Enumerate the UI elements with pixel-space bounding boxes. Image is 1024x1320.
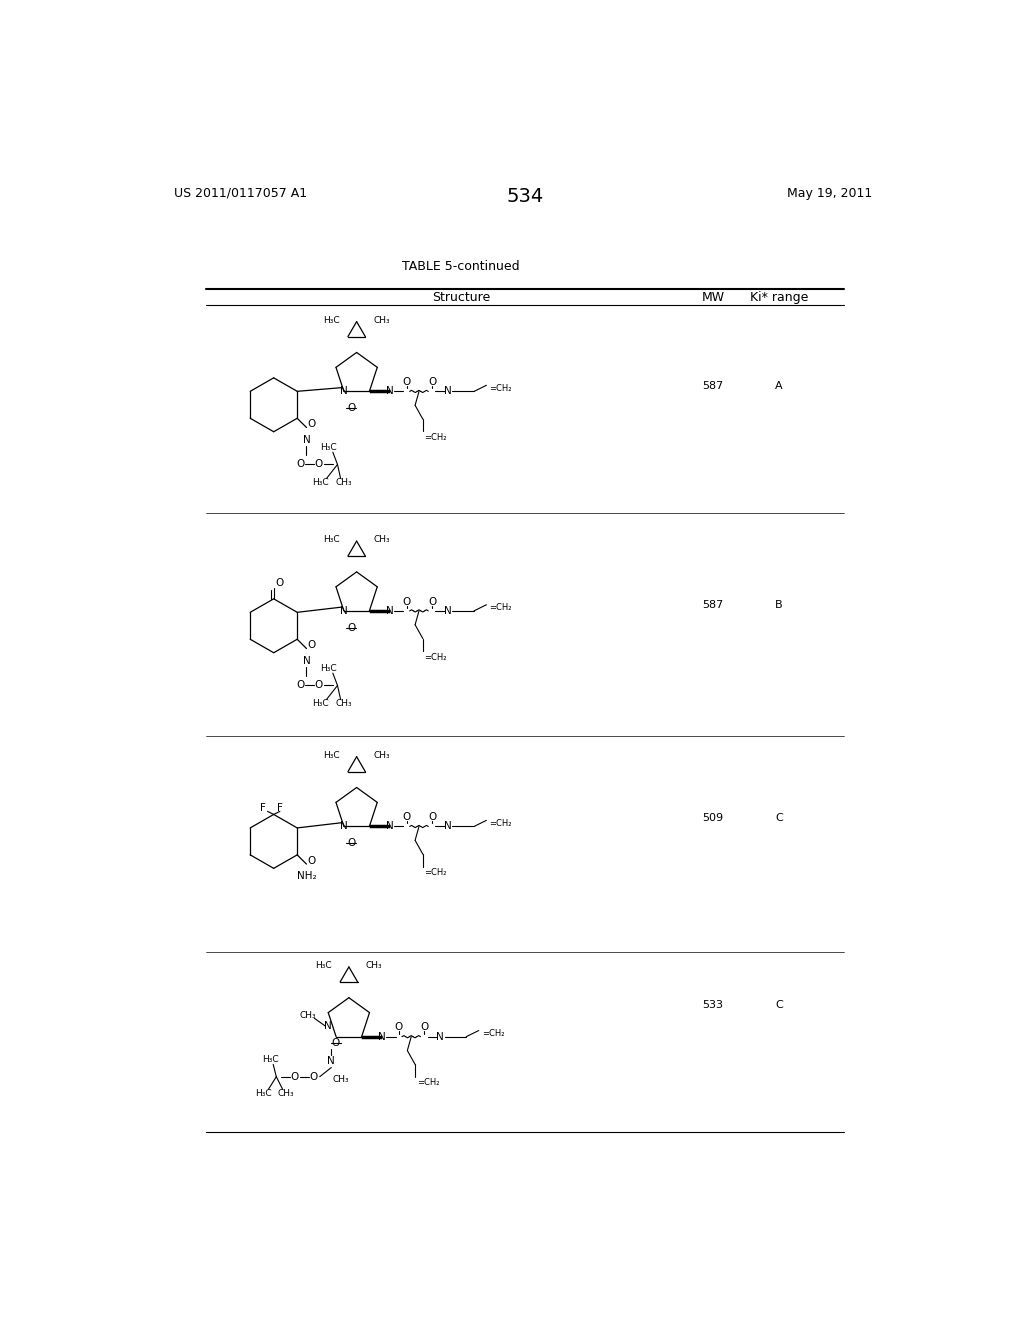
Text: O: O <box>347 404 355 413</box>
Text: H₃C: H₃C <box>315 961 332 970</box>
Text: N: N <box>443 606 452 616</box>
Text: O: O <box>307 857 315 866</box>
Text: N: N <box>340 821 348 832</box>
Text: N: N <box>340 606 348 616</box>
Text: H₃C: H₃C <box>319 444 337 451</box>
Text: N: N <box>386 606 393 616</box>
Text: =CH₂: =CH₂ <box>424 652 446 661</box>
Text: N: N <box>443 387 452 396</box>
Text: F: F <box>276 804 283 813</box>
Text: Structure: Structure <box>432 290 490 304</box>
Text: N: N <box>340 387 348 396</box>
Text: O: O <box>347 623 355 632</box>
Text: N: N <box>325 1020 332 1031</box>
Text: CH₃: CH₃ <box>374 535 390 544</box>
Text: =CH₂: =CH₂ <box>489 818 512 828</box>
Text: US 2011/0117057 A1: US 2011/0117057 A1 <box>174 186 307 199</box>
Text: N: N <box>303 434 310 445</box>
Text: 533: 533 <box>702 1001 724 1010</box>
Text: O: O <box>307 640 315 651</box>
Text: O: O <box>296 681 304 690</box>
Text: =CH₂: =CH₂ <box>489 384 512 393</box>
Text: N: N <box>436 1032 443 1041</box>
Text: 509: 509 <box>702 813 724 824</box>
Text: =CH₂: =CH₂ <box>424 433 446 442</box>
Text: H₃C: H₃C <box>312 700 329 709</box>
Text: CH₃: CH₃ <box>374 751 390 759</box>
Text: CH₃: CH₃ <box>374 315 390 325</box>
Text: May 19, 2011: May 19, 2011 <box>786 186 872 199</box>
Text: H₃C: H₃C <box>256 1089 272 1098</box>
Text: O: O <box>420 1023 428 1032</box>
Text: H₃C: H₃C <box>323 315 340 325</box>
Text: O: O <box>402 378 411 387</box>
Text: =CH₂: =CH₂ <box>424 869 446 878</box>
Text: TABLE 5-continued: TABLE 5-continued <box>402 260 520 273</box>
Text: N: N <box>443 821 452 832</box>
Text: O: O <box>428 597 436 607</box>
Text: O: O <box>394 1023 403 1032</box>
Text: MW: MW <box>701 290 725 304</box>
Text: C: C <box>775 813 783 824</box>
Text: O: O <box>428 812 436 822</box>
Text: O: O <box>428 378 436 387</box>
Text: CH₃: CH₃ <box>336 700 352 709</box>
Text: 534: 534 <box>506 187 544 206</box>
Text: =CH₂: =CH₂ <box>417 1078 439 1088</box>
Text: CH₃: CH₃ <box>336 478 352 487</box>
Text: O: O <box>291 1072 299 1082</box>
Text: F: F <box>260 804 266 813</box>
Text: N: N <box>328 1056 335 1067</box>
Text: CH₃: CH₃ <box>278 1089 294 1098</box>
Text: H₃C: H₃C <box>262 1055 279 1064</box>
Text: N: N <box>303 656 310 665</box>
Text: O: O <box>347 838 355 849</box>
Text: H₃C: H₃C <box>323 535 340 544</box>
Text: N: N <box>386 387 393 396</box>
Text: O: O <box>307 420 315 429</box>
Text: O: O <box>296 459 304 470</box>
Text: 587: 587 <box>702 380 724 391</box>
Text: CH₃: CH₃ <box>300 1011 316 1019</box>
Text: H₃C: H₃C <box>319 664 337 673</box>
Text: O: O <box>309 1072 317 1082</box>
Text: O: O <box>275 578 284 589</box>
Text: =CH₂: =CH₂ <box>481 1030 504 1038</box>
Text: A: A <box>775 380 782 391</box>
Text: C: C <box>775 1001 783 1010</box>
Text: O: O <box>402 812 411 822</box>
Text: O: O <box>402 597 411 607</box>
Text: O: O <box>332 1038 340 1048</box>
Text: N: N <box>386 821 393 832</box>
Text: O: O <box>314 459 323 470</box>
Text: 587: 587 <box>702 601 724 610</box>
Text: CH₃: CH₃ <box>366 961 383 970</box>
Text: N: N <box>378 1032 386 1041</box>
Text: =CH₂: =CH₂ <box>489 603 512 612</box>
Text: O: O <box>314 681 323 690</box>
Text: Ki* range: Ki* range <box>750 290 808 304</box>
Text: NH₂: NH₂ <box>297 871 316 882</box>
Text: CH₃: CH₃ <box>333 1076 349 1084</box>
Text: H₃C: H₃C <box>323 751 340 759</box>
Text: B: B <box>775 601 782 610</box>
Text: H₃C: H₃C <box>312 478 329 487</box>
